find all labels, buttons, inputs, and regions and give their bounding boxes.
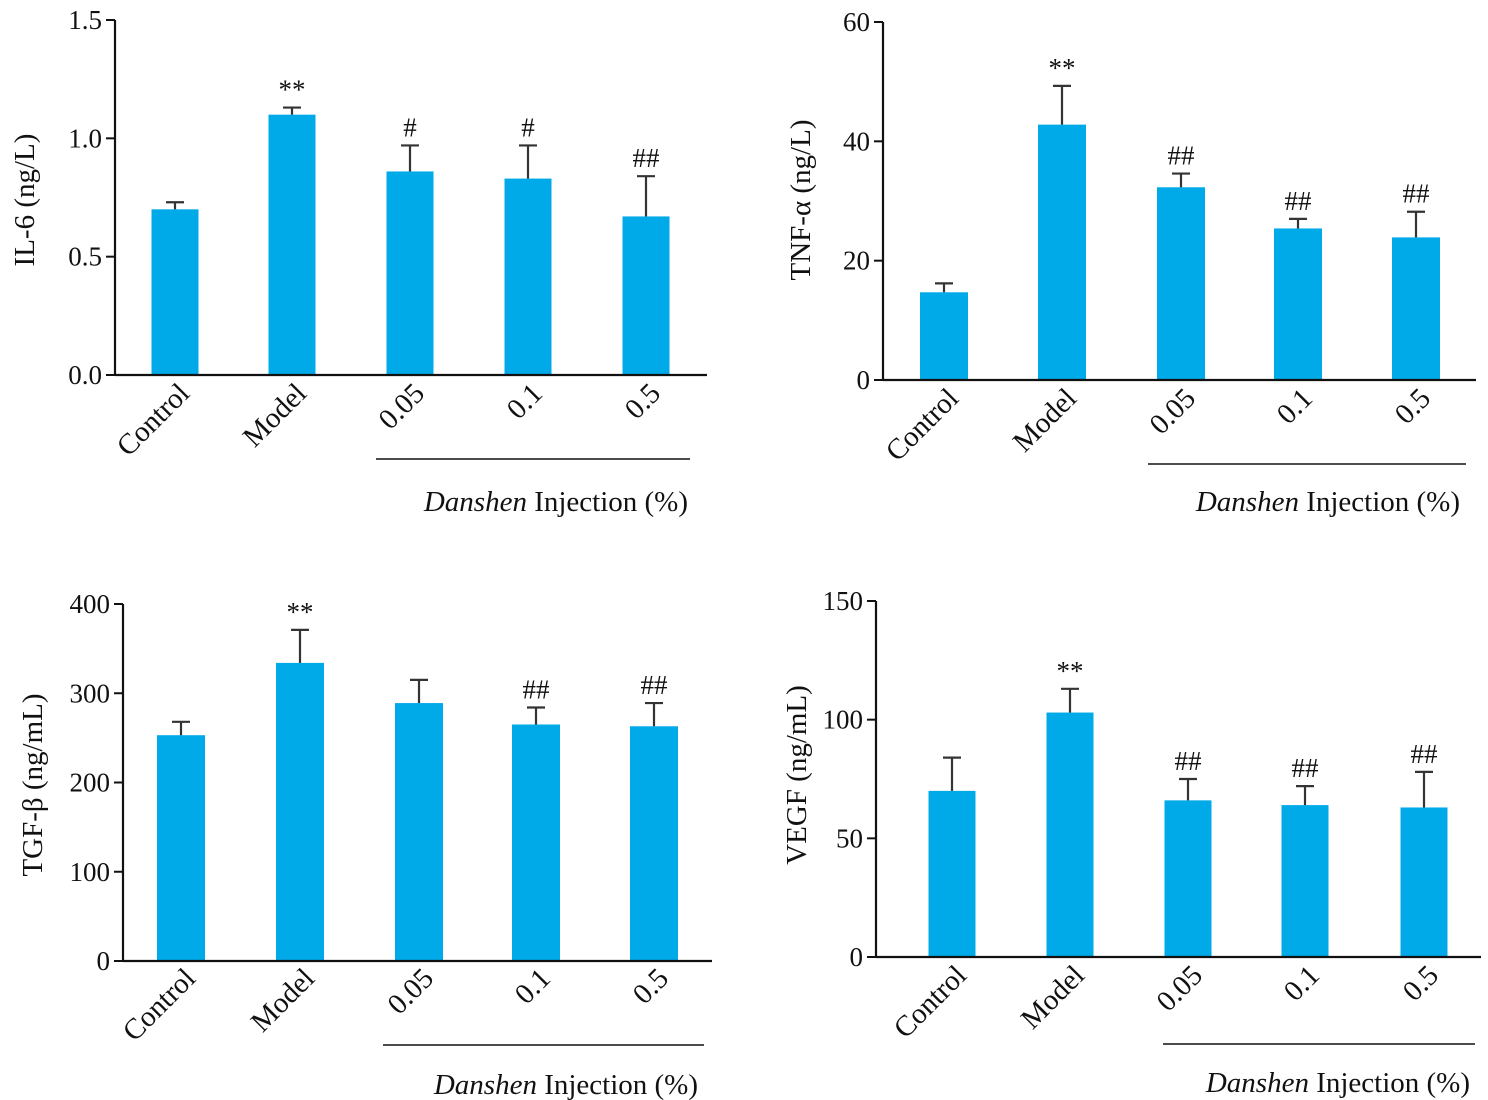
bar [157,735,205,961]
bar [1164,800,1212,957]
y-axis-label: IL-6 (ng/L) [9,134,41,267]
bar [1046,712,1094,957]
y-axis-label: TGF-β (ng/mL) [17,693,49,876]
bar [504,178,552,375]
y-axis-label: VEGF (ng/mL) [781,685,813,865]
chart-panel: ** ## ## 0 100 200 300 400 TGF-β (ng/mL) Control M… [17,589,712,1100]
group-caption-italic: Danshen [423,486,527,518]
group-caption: Danshen Injection (%) [1195,486,1460,518]
y-tick-label: 0 [850,942,864,972]
group-caption-italic: Danshen [433,1069,537,1100]
category-label: Control [117,962,202,1047]
y-tick-label: 50 [836,823,863,853]
bar [395,703,443,961]
category-label: Model [237,377,313,453]
category-label: Model [1007,382,1083,458]
y-tick-label: 1.5 [68,5,102,35]
y-tick-label: 0.0 [68,360,102,390]
bar [1392,237,1440,380]
category-label: 0.05 [372,377,431,436]
y-tick-label: 100 [823,705,864,735]
category-label: Control [880,382,965,467]
y-tick-label: 40 [843,126,870,156]
y-tick-label: 300 [70,678,111,708]
group-caption-rest: Injection (%) [1309,1067,1470,1099]
bar [920,292,968,380]
category-label: 0.1 [1278,959,1326,1007]
y-tick-label: 150 [823,586,864,616]
category-label: 0.1 [501,377,549,425]
group-caption: Danshen Injection (%) [1205,1067,1470,1099]
bar [1400,807,1448,957]
y-tick-label: 0 [857,365,871,395]
y-axis-label: TNF-α (ng/L) [785,120,817,281]
chart-panel: ** ## ## ## 0 50 100 150 VEGF (ng/mL) Control Mode… [781,586,1481,1099]
category-label: 0.5 [1389,382,1437,430]
bar [268,114,316,376]
y-tick-label: 100 [70,857,111,887]
significance-label: ## [633,143,661,173]
group-caption-rest: Injection (%) [527,486,688,518]
chart-panel: ** ## ## ## 0 20 40 60 TNF-α (ng/L) Control Model 0… [785,7,1476,518]
y-tick-label: 20 [843,246,870,276]
bar [1038,124,1086,380]
significance-label: ## [1168,141,1196,171]
category-label: 0.5 [619,377,667,425]
bar [512,724,560,961]
category-label: 0.1 [509,962,557,1010]
category-label: 0.1 [1271,382,1319,430]
category-label: 0.5 [1397,959,1445,1007]
category-label: Control [111,377,196,462]
significance-label: ## [1175,746,1203,776]
y-tick-label: 60 [843,7,870,37]
bar [1281,805,1329,957]
y-tick-label: 1.0 [68,123,102,153]
group-caption: Danshen Injection (%) [433,1069,698,1100]
bar [386,171,434,375]
bar [1157,187,1205,380]
chart-panel: **# ###0.00.51.01.5IL-6 (ng/L)Control Mode… [9,5,707,518]
significance-label: ## [1403,179,1431,209]
bar [630,726,678,961]
group-caption-rest: Injection (%) [537,1069,698,1100]
category-label: Control [888,959,973,1044]
group-caption: Danshen Injection (%) [423,486,688,518]
y-tick-label: 0.5 [68,242,102,272]
significance-label: ** [1057,656,1084,686]
significance-label: ## [1285,186,1313,216]
y-tick-label: 0 [97,946,111,976]
category-label: 0.5 [627,962,675,1010]
significance-label: # [403,112,417,142]
significance-label: ** [287,597,314,627]
significance-label: ** [279,75,306,105]
category-label: 0.05 [1143,382,1202,441]
y-tick-label: 400 [70,589,111,619]
significance-label: # [521,112,535,142]
significance-label: ## [1292,753,1320,783]
bar [622,216,670,375]
y-tick-label: 200 [70,768,111,798]
group-caption-italic: Danshen [1195,486,1299,518]
category-label: Model [245,962,321,1038]
category-label: 0.05 [381,962,440,1021]
bar [928,790,976,957]
significance-label: ## [641,670,669,700]
category-label: 0.05 [1150,959,1209,1018]
group-caption-italic: Danshen [1205,1067,1309,1099]
group-caption-rest: Injection (%) [1299,486,1460,518]
significance-label: ## [1411,739,1439,769]
bar [276,662,324,961]
significance-label: ** [1049,53,1076,83]
category-label: Model [1015,959,1091,1035]
significance-label: ## [523,675,551,705]
bar [151,209,199,375]
bar [1274,228,1322,380]
